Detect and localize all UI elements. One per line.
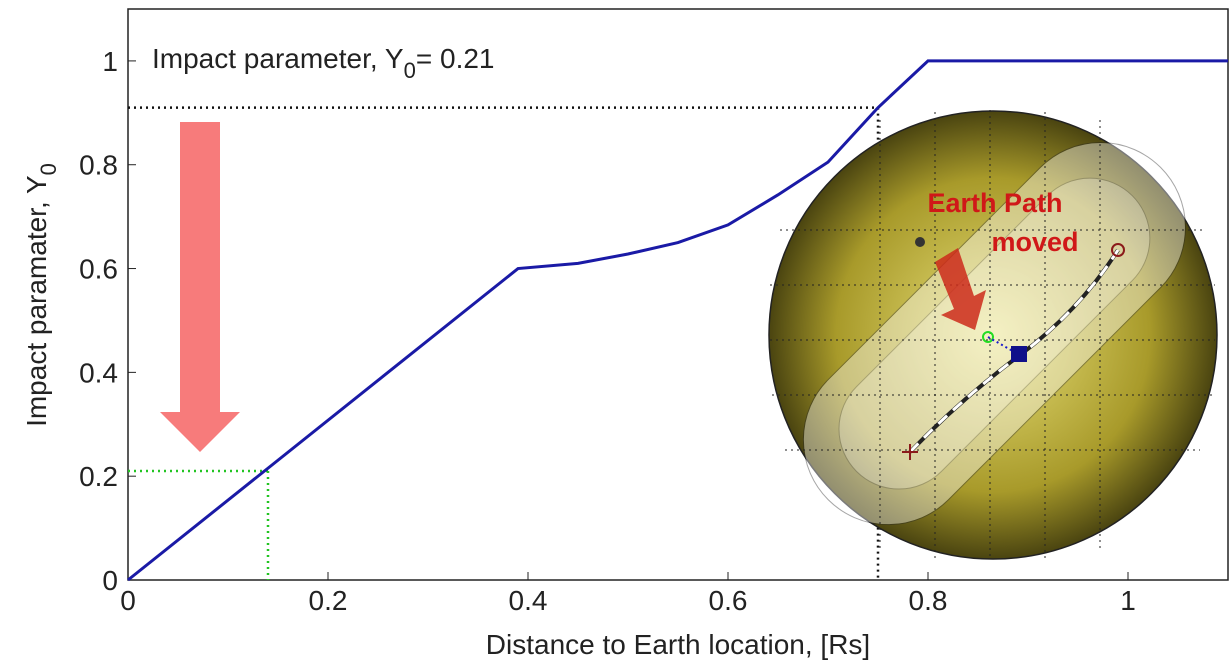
sun-inset: Earth Path moved [768,110,1218,560]
y-tick-label: 0.4 [79,357,118,388]
x-axis-label: Distance to Earth location, [Rs] [486,629,870,660]
annotation: Impact parameter, Y0= 0.21 [152,43,495,83]
y-label-subscript: 0 [36,163,61,175]
inset-label: moved [991,227,1078,257]
y-tick-label: 0.6 [79,254,118,285]
x-tick-label: 0.4 [509,585,548,616]
x-tick-label: 0.2 [309,585,348,616]
plot-frame [127,8,1229,581]
annotation-value: = 0.21 [416,43,495,74]
y-label-text: Impact paramater, Y [21,175,52,427]
x-tick-label: 1 [1120,585,1136,616]
annotation-subscript: 0 [404,58,416,83]
y-tick-label: 1 [102,46,118,77]
y-axis-label: Impact paramater, Y0 [21,163,61,427]
y-tick-label: 0 [102,565,118,596]
annotation-text: Impact parameter, Y [152,43,404,74]
x-tick-label: 0.6 [709,585,748,616]
y-tick-label: 0.2 [79,461,118,492]
y-tick-label: 0.8 [79,150,118,181]
down-arrow [160,122,240,452]
x-tick-label: 0.8 [909,585,948,616]
data-line [127,59,1228,582]
x-tick-label: 0 [120,585,136,616]
inset-label: Earth Path [927,188,1062,218]
